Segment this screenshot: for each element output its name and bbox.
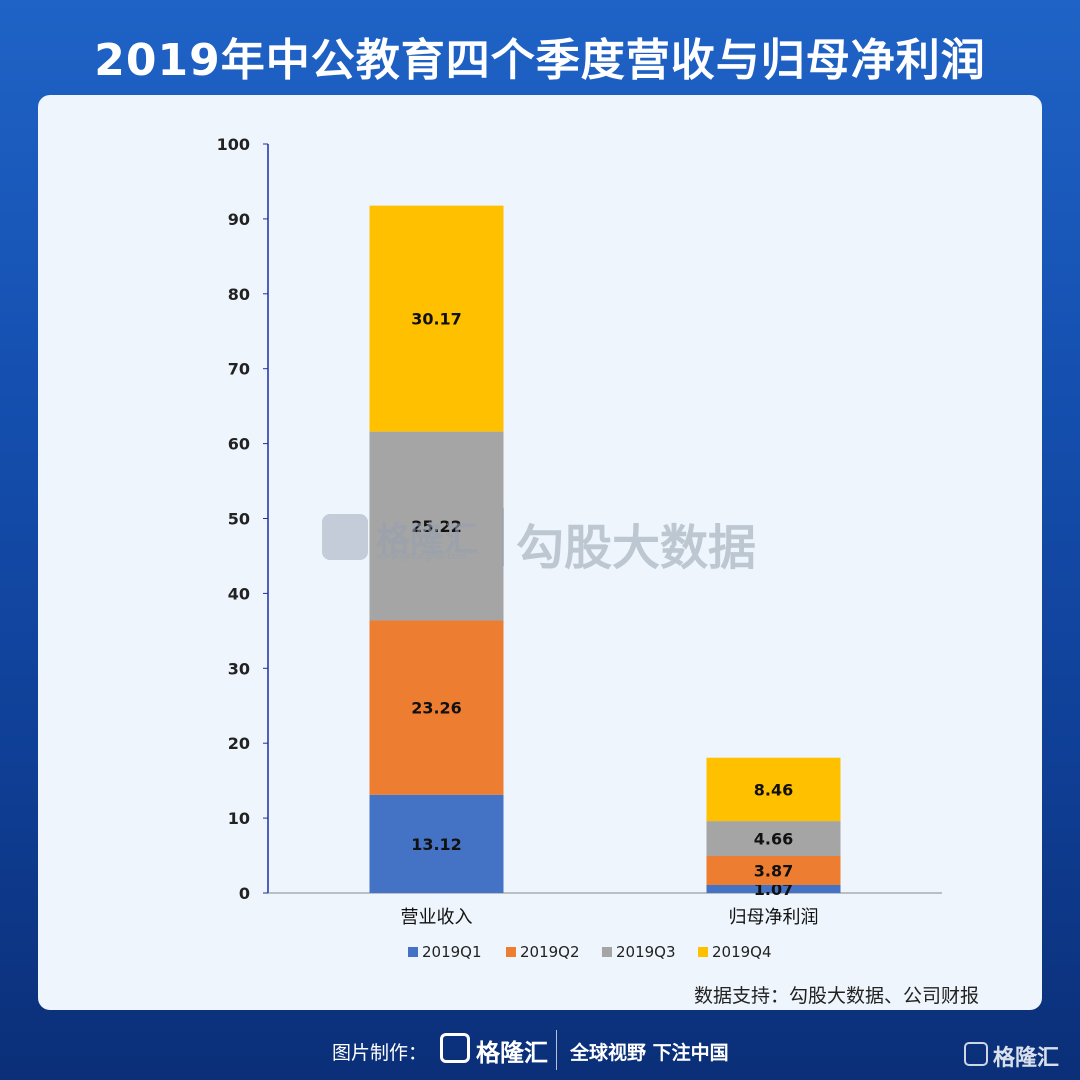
legend-label: 2019Q2 — [520, 943, 580, 961]
stacked-bar-chart: 0 10 20 30 40 50 60 70 80 90 100 13.12 23.26 25.22 30.… — [217, 135, 942, 961]
footer-slogan: 全球视野 下注中国 — [570, 1042, 729, 1064]
x-category-label: 营业收入 — [401, 907, 473, 928]
data-label: 30.17 — [411, 310, 462, 329]
watermark-url: www.gelonghui.com — [376, 552, 467, 562]
footer-logo-icon — [440, 1033, 470, 1063]
bar-segment — [369, 794, 504, 893]
source-note: 数据支持：勾股大数据、公司财报 — [694, 985, 980, 1007]
data-label: 3.87 — [754, 861, 793, 880]
y-tick-label: 50 — [228, 510, 250, 529]
legend-swatch — [698, 947, 708, 957]
data-label: 13.12 — [411, 835, 462, 854]
legend-swatch — [408, 947, 418, 957]
y-tick-label: 90 — [228, 210, 250, 229]
data-label: 4.66 — [754, 830, 793, 849]
watermark-divider — [502, 508, 504, 566]
bar-segment — [369, 620, 504, 795]
bar-segment — [706, 821, 841, 856]
data-label: 8.46 — [754, 780, 793, 799]
legend-label: 2019Q1 — [422, 943, 482, 961]
bar-segment — [706, 855, 841, 885]
y-tick-label: 30 — [228, 659, 250, 678]
watermark-text: 勾股大数据 — [516, 520, 757, 576]
data-label: 23.26 — [411, 699, 462, 718]
legend-swatch — [602, 947, 612, 957]
y-tick-label: 100 — [217, 135, 250, 154]
y-tick-label: 80 — [228, 285, 250, 304]
legend-swatch — [506, 947, 516, 957]
page-title: 2019年中公教育四个季度营收与归母净利润 — [94, 35, 986, 86]
y-tick-label: 40 — [228, 584, 250, 603]
data-label: 25.22 — [411, 517, 462, 536]
watermark-logo-text: 格隆汇 — [376, 520, 478, 560]
x-category-label: 归母净利润 — [729, 907, 819, 928]
legend-label: 2019Q3 — [616, 943, 676, 961]
footer-label: 图片制作： — [332, 1042, 428, 1064]
bar-segment — [369, 205, 504, 432]
y-tick-label: 70 — [228, 360, 250, 379]
bar-segment — [369, 431, 504, 621]
y-tick-label: 20 — [228, 734, 250, 753]
legend-label: 2019Q4 — [712, 943, 772, 961]
y-tick-label: 60 — [228, 435, 250, 454]
chart-card: 0 10 20 30 40 50 60 70 80 90 100 13.12 23.26 25.22 30.… — [38, 95, 1042, 1010]
corner-logo-text: 格隆汇 — [993, 1046, 1060, 1071]
footer-divider — [556, 1030, 557, 1070]
y-tick-label: 0 — [239, 884, 250, 903]
y-tick-label: 10 — [228, 809, 250, 828]
bar-segment — [706, 884, 841, 893]
watermark-logo-icon — [322, 514, 368, 560]
footer-logo-text: 格隆汇 — [476, 1039, 548, 1067]
bar-segment — [706, 757, 841, 822]
corner-logo-icon — [964, 1042, 988, 1066]
